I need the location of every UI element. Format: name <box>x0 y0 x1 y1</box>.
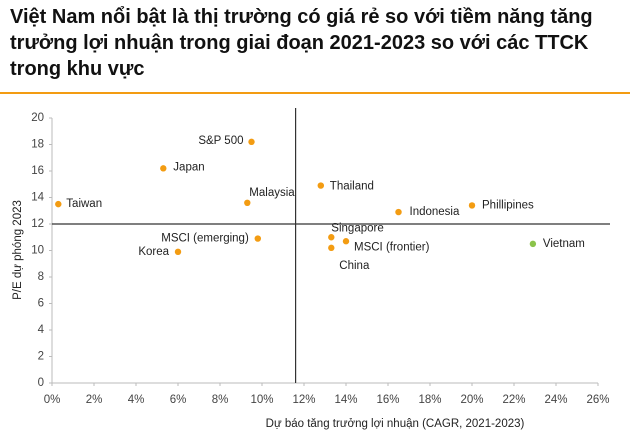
point <box>529 240 537 248</box>
point-label: Thailand <box>330 181 374 193</box>
y-tick-label: 20 <box>31 112 44 124</box>
y-tick-label: 4 <box>38 324 45 336</box>
y-tick-label: 16 <box>31 165 44 177</box>
y-tick-label: 12 <box>31 218 44 230</box>
y-tick-label: 8 <box>38 271 44 283</box>
point <box>342 238 350 245</box>
y-axis-label: P/E dự phóng 2023 <box>12 200 24 300</box>
point-label: Taiwan <box>66 198 102 210</box>
y-tick-label: 14 <box>31 192 44 204</box>
point <box>244 199 251 206</box>
x-tick-label: 22% <box>502 394 525 406</box>
point-label: Phillipines <box>482 199 534 211</box>
x-tick-label: 18% <box>418 394 441 406</box>
point <box>328 244 335 252</box>
point <box>160 165 167 172</box>
point-label: China <box>339 260 370 272</box>
y-tick-label: 0 <box>38 377 44 389</box>
point-label: MSCI (frontier) <box>354 241 430 253</box>
point <box>468 202 476 209</box>
x-tick-label: 6% <box>170 394 187 406</box>
point-label: Korea <box>138 246 169 258</box>
point <box>317 182 324 189</box>
x-axis-label: Dự báo tăng trưởng lợi nhuận (CAGR, 2021… <box>266 418 525 430</box>
y-tick-label: 18 <box>31 139 44 151</box>
point <box>174 248 182 256</box>
title-rule <box>0 92 630 94</box>
x-tick-label: 2% <box>86 394 103 406</box>
x-tick-label: 26% <box>586 394 609 406</box>
point <box>55 200 62 208</box>
chart-title: Việt Nam nổi bật là thị trường có giá rẻ… <box>10 6 593 80</box>
point-label: Malaysia <box>249 187 295 199</box>
x-tick-label: 12% <box>292 394 315 406</box>
point <box>328 234 335 241</box>
point-label: S&P 500 <box>198 135 243 147</box>
point <box>254 235 261 242</box>
x-tick-label: 20% <box>460 394 483 406</box>
x-tick-label: 8% <box>212 394 229 406</box>
y-tick-label: 6 <box>38 298 44 310</box>
point <box>248 138 255 146</box>
point-label: MSCI (emerging) <box>161 233 249 245</box>
point-label: Vietnam <box>543 238 585 250</box>
point <box>395 208 402 216</box>
y-tick-label: 10 <box>31 245 44 257</box>
x-tick-label: 10% <box>250 394 273 406</box>
x-tick-label: 4% <box>128 394 145 406</box>
point-label: Singapore <box>331 222 383 234</box>
point-label: Japan <box>173 161 204 173</box>
x-tick-label: 16% <box>376 394 399 406</box>
x-tick-label: 24% <box>544 394 567 406</box>
y-tick-label: 2 <box>38 351 44 363</box>
x-tick-label: 0% <box>44 394 61 406</box>
x-tick-label: 14% <box>334 394 357 406</box>
point-label: Indonesia <box>410 206 460 218</box>
